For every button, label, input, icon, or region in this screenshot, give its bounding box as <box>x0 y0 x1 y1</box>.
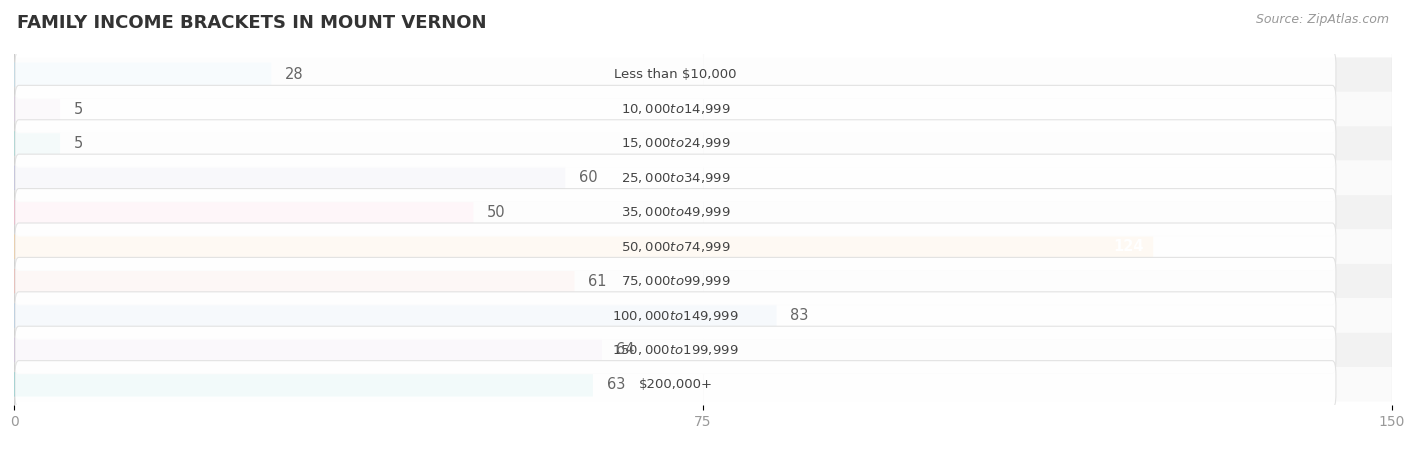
Text: 28: 28 <box>285 67 304 82</box>
Text: $10,000 to $14,999: $10,000 to $14,999 <box>620 102 730 116</box>
Text: 61: 61 <box>588 274 606 288</box>
Text: 63: 63 <box>606 377 624 392</box>
FancyBboxPatch shape <box>15 292 1336 339</box>
FancyBboxPatch shape <box>14 303 776 328</box>
FancyBboxPatch shape <box>14 234 1153 259</box>
FancyBboxPatch shape <box>14 333 1392 367</box>
Text: FAMILY INCOME BRACKETS IN MOUNT VERNON: FAMILY INCOME BRACKETS IN MOUNT VERNON <box>17 14 486 32</box>
Text: $200,000+: $200,000+ <box>638 378 713 391</box>
FancyBboxPatch shape <box>14 269 575 293</box>
FancyBboxPatch shape <box>14 200 474 225</box>
FancyBboxPatch shape <box>14 367 1392 401</box>
Text: $25,000 to $34,999: $25,000 to $34,999 <box>620 171 730 185</box>
Text: 5: 5 <box>73 136 83 151</box>
FancyBboxPatch shape <box>14 372 593 396</box>
FancyBboxPatch shape <box>14 166 565 190</box>
FancyBboxPatch shape <box>15 86 1336 133</box>
Text: $100,000 to $149,999: $100,000 to $149,999 <box>612 309 738 323</box>
Text: 60: 60 <box>579 171 598 185</box>
FancyBboxPatch shape <box>14 63 271 87</box>
FancyBboxPatch shape <box>14 97 60 121</box>
FancyBboxPatch shape <box>15 120 1336 167</box>
Text: $50,000 to $74,999: $50,000 to $74,999 <box>620 240 730 254</box>
Text: Less than $10,000: Less than $10,000 <box>614 68 737 81</box>
Text: 5: 5 <box>73 102 83 117</box>
FancyBboxPatch shape <box>14 131 60 156</box>
Text: $75,000 to $99,999: $75,000 to $99,999 <box>620 274 730 288</box>
Text: 83: 83 <box>790 308 808 323</box>
FancyBboxPatch shape <box>15 257 1336 305</box>
FancyBboxPatch shape <box>15 51 1336 99</box>
FancyBboxPatch shape <box>15 223 1336 270</box>
FancyBboxPatch shape <box>15 154 1336 202</box>
FancyBboxPatch shape <box>14 126 1392 161</box>
FancyBboxPatch shape <box>15 189 1336 236</box>
Text: 124: 124 <box>1114 239 1144 254</box>
Text: $15,000 to $24,999: $15,000 to $24,999 <box>620 136 730 150</box>
FancyBboxPatch shape <box>14 338 602 362</box>
FancyBboxPatch shape <box>14 92 1392 126</box>
Text: $150,000 to $199,999: $150,000 to $199,999 <box>612 343 738 357</box>
FancyBboxPatch shape <box>15 360 1336 408</box>
FancyBboxPatch shape <box>14 58 1392 92</box>
FancyBboxPatch shape <box>14 298 1392 333</box>
Text: 50: 50 <box>486 205 506 220</box>
Text: 64: 64 <box>616 342 634 357</box>
FancyBboxPatch shape <box>14 230 1392 264</box>
Text: $35,000 to $49,999: $35,000 to $49,999 <box>620 205 730 219</box>
FancyBboxPatch shape <box>14 264 1392 298</box>
Text: Source: ZipAtlas.com: Source: ZipAtlas.com <box>1256 14 1389 27</box>
FancyBboxPatch shape <box>14 161 1392 195</box>
FancyBboxPatch shape <box>15 326 1336 374</box>
FancyBboxPatch shape <box>14 195 1392 230</box>
